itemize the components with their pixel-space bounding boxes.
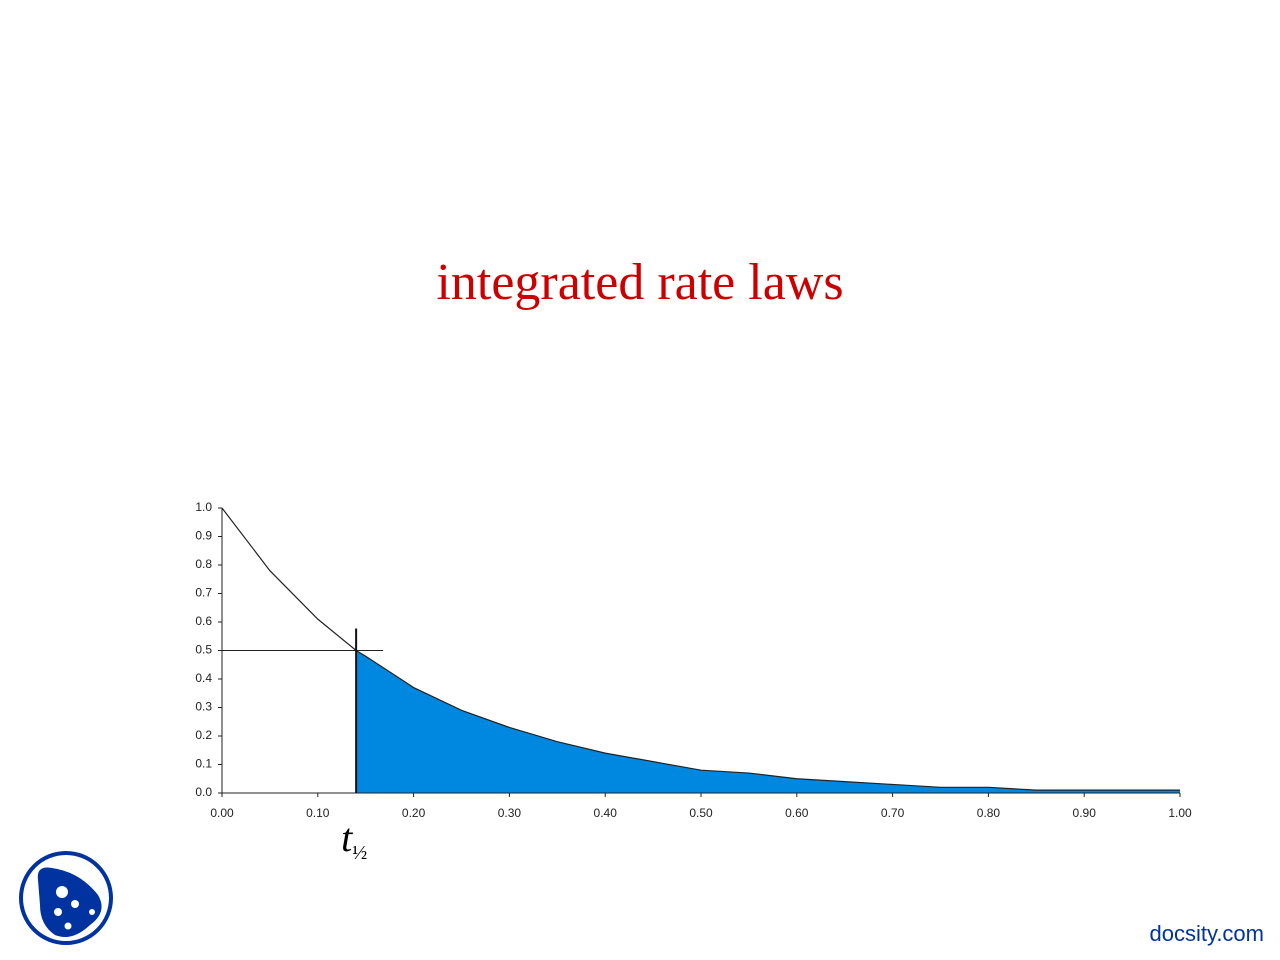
y-tick-label: 0.6 <box>195 614 212 628</box>
slide-title: integrated rate laws <box>436 254 843 311</box>
area-fill <box>356 650 1180 793</box>
y-tick-label: 0.0 <box>195 785 212 799</box>
y-tick-label: 0.3 <box>195 700 212 714</box>
y-tick-label: 0.1 <box>195 757 212 771</box>
x-tick-label: 0.30 <box>498 806 522 820</box>
y-tick-label: 0.5 <box>195 643 212 657</box>
x-tick-label: 0.00 <box>210 806 234 820</box>
x-tick-label: 1.00 <box>1168 806 1192 820</box>
half-life-subscript: ½ <box>352 842 367 864</box>
logo <box>19 851 113 945</box>
decay-curve <box>221 507 1180 791</box>
x-tick-label: 0.40 <box>594 806 618 820</box>
y-tick-label: 0.7 <box>195 586 212 600</box>
y-tick-label: 0.2 <box>195 728 212 742</box>
x-tick-label: 0.70 <box>881 806 905 820</box>
x-tick-label: 0.10 <box>306 806 330 820</box>
y-tick-label: 0.8 <box>195 557 212 571</box>
x-tick-label: 0.90 <box>1073 806 1097 820</box>
x-tick-label: 0.60 <box>785 806 809 820</box>
x-tick-label: 0.20 <box>402 806 426 820</box>
half-life-label: t½ <box>341 815 367 863</box>
y-tick-label: 0.9 <box>195 529 212 543</box>
x-tick-label: 0.50 <box>689 806 713 820</box>
footer-link: docsity.com <box>1149 921 1264 946</box>
half-life-symbol: t <box>341 815 353 860</box>
x-tick-label: 0.80 <box>977 806 1001 820</box>
y-tick-label: 0.4 <box>195 671 212 685</box>
y-tick-label: 1.0 <box>195 500 212 514</box>
